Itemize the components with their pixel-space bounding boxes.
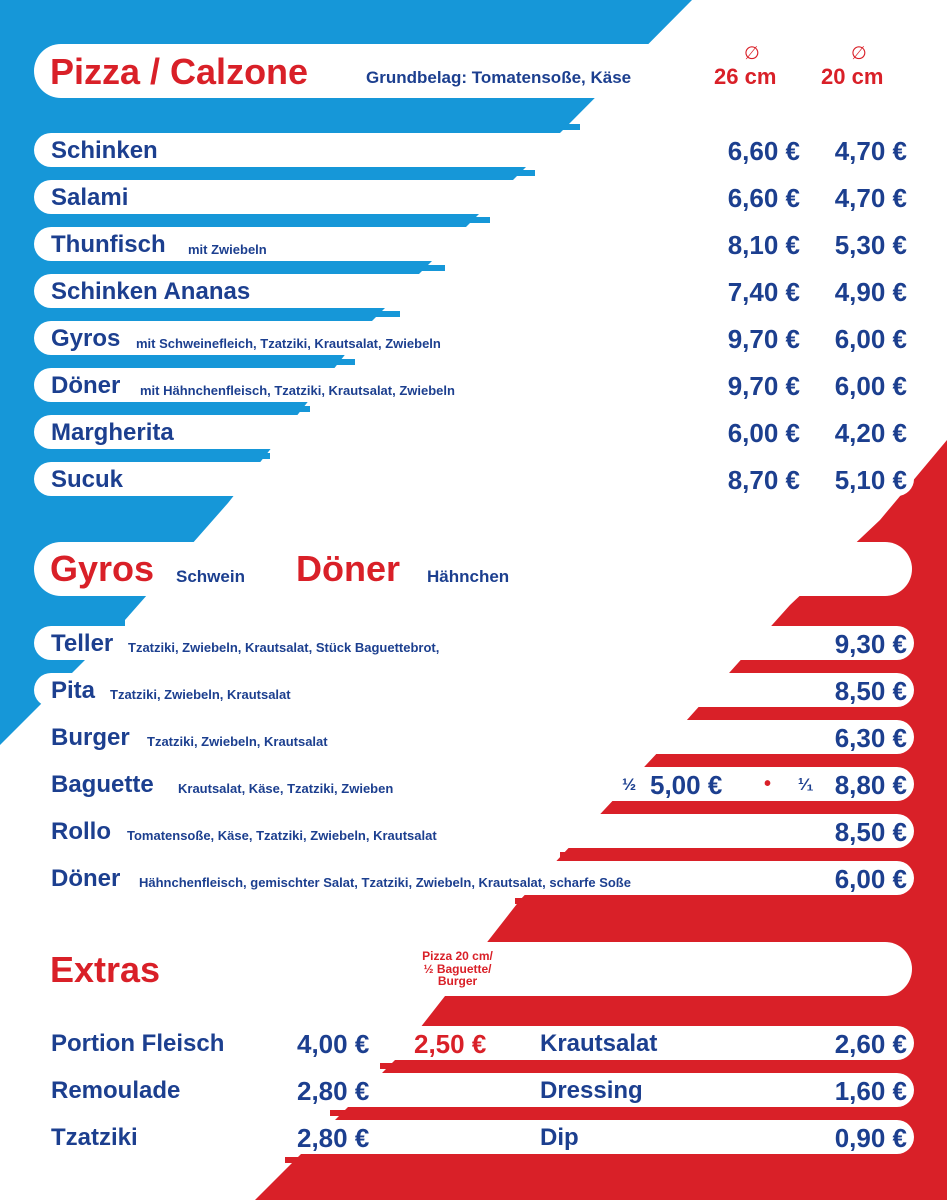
pizza-item-name: Döner (51, 372, 121, 399)
gyros-item-desc: Tzatziki, Zwiebeln, Krautsalat (147, 734, 328, 749)
gyros-section-subtitle: Schwein (176, 567, 245, 586)
pizza-price-26: 6,60 € (727, 183, 800, 213)
pizza-item-name: Margherita (51, 419, 174, 446)
full-mark: ¹⁄₁ (798, 775, 814, 794)
pizza-price-20: 5,10 € (834, 465, 907, 495)
extra-item-price: 2,60 € (834, 1029, 907, 1059)
pizza-price-20: 4,70 € (834, 136, 907, 166)
gyros-item-price: 8,50 € (834, 676, 907, 706)
extra-item-price: 0,90 € (834, 1123, 907, 1153)
extras-note-line: ½ Baguette/ (423, 961, 492, 976)
gyros-item-desc: Tzatziki, Zwiebeln, Krautsalat (110, 687, 291, 702)
pizza-header-pill (34, 44, 904, 98)
pizza-item-pills (34, 133, 914, 496)
gyros-item-desc: Tzatziki, Zwiebeln, Krautsalat, Stück Ba… (128, 640, 440, 655)
extras-section-title: Extras (50, 949, 161, 990)
doener-section-title: Döner (296, 548, 401, 589)
gyros-item-name: Döner (51, 865, 121, 892)
gyros-item-name: Teller (51, 630, 114, 657)
pizza-item-desc: mit Hähnchenfleisch, Tzatziki, Krautsala… (140, 383, 455, 398)
extra-item-price: 2,80 € (297, 1123, 370, 1153)
pizza-price-20: 4,20 € (834, 418, 907, 448)
pizza-item-desc: mit Zwiebeln (188, 242, 267, 257)
gyros-item-price: 8,80 € (834, 770, 907, 800)
gyros-item-name: Burger (51, 724, 130, 751)
extras-header-pill (34, 942, 912, 996)
pizza-size-small: 20 cm (821, 64, 884, 89)
gyros-item-name: Pita (51, 677, 96, 704)
baguette-half-price: 5,00 € (650, 770, 723, 800)
pizza-price-26: 7,40 € (727, 277, 800, 307)
pizza-price-26: 8,70 € (727, 465, 800, 495)
extra-item-price-small: 2,50 € (414, 1029, 487, 1059)
extras-note-line: Pizza 20 cm/ (422, 949, 493, 963)
gyros-item-name: Baguette (51, 771, 154, 798)
diameter-icon: ∅ (851, 43, 867, 63)
extras-note: Pizza 20 cm/ ½ Baguette/ Burger (400, 950, 515, 988)
pizza-price-20: 5,30 € (834, 230, 907, 260)
gyros-item-desc: Hähnchenfleisch, gemischter Salat, Tzatz… (139, 875, 631, 890)
bullet-separator: • (764, 773, 772, 795)
pizza-price-26: 6,00 € (727, 418, 800, 448)
pizza-price-20: 4,70 € (834, 183, 907, 213)
gyros-item-price: 6,30 € (834, 723, 907, 753)
extra-item-price: 2,80 € (297, 1076, 370, 1106)
pizza-item-name: Thunfisch (51, 231, 166, 258)
pizza-price-20: 6,00 € (834, 324, 907, 354)
pizza-item-name: Schinken (51, 137, 158, 164)
extras-item-pills (34, 1026, 914, 1154)
extra-item-price: 1,60 € (834, 1076, 907, 1106)
extra-item-price: 4,00 € (297, 1029, 370, 1059)
extras-note-line: Burger (437, 974, 478, 989)
extra-item-name: Dressing (540, 1077, 643, 1104)
extra-item-name: Portion Fleisch (51, 1030, 225, 1057)
doener-section-subtitle: Hähnchen (427, 567, 510, 586)
pizza-item-name: Gyros (51, 325, 121, 352)
gyros-item-pills (34, 626, 914, 895)
pizza-price-20: 4,90 € (834, 277, 907, 307)
pizza-size-large: 26 cm (714, 64, 777, 89)
extra-item-name: Remoulade (51, 1077, 181, 1104)
gyros-item-desc: Krautsalat, Käse, Tzatziki, Zwieben (178, 781, 394, 796)
gyros-header-pill (34, 542, 912, 596)
pizza-item-name: Schinken Ananas (51, 278, 251, 305)
pizza-section-subtitle: Grundbelag: Tomatensoße, Käse (366, 68, 632, 87)
diameter-icon: ∅ (744, 43, 760, 63)
pizza-price-20: 6,00 € (834, 371, 907, 401)
cyan-stripes (0, 124, 580, 626)
pizza-price-26: 6,60 € (727, 136, 800, 166)
pizza-section-title: Pizza / Calzone (50, 51, 309, 92)
gyros-item-price: 6,00 € (834, 864, 907, 894)
pizza-price-26: 9,70 € (727, 371, 800, 401)
extra-item-name: Krautsalat (540, 1030, 658, 1057)
half-mark: ½ (622, 775, 637, 794)
gyros-item-price: 8,50 € (834, 817, 907, 847)
gyros-item-desc: Tomatensoße, Käse, Tzatziki, Zwiebeln, K… (127, 828, 437, 843)
gyros-item-price: 9,30 € (834, 629, 907, 659)
pizza-item-name: Salami (51, 184, 129, 211)
pizza-price-26: 9,70 € (727, 324, 800, 354)
extra-item-name: Dip (540, 1124, 579, 1151)
pizza-price-26: 8,10 € (727, 230, 800, 260)
red-stripes (285, 663, 947, 1163)
extra-item-name: Tzatziki (51, 1124, 138, 1151)
gyros-section-title: Gyros (50, 548, 155, 589)
pizza-item-name: Sucuk (51, 466, 124, 493)
pizza-item-desc: mit Schweinefleich, Tzatziki, Krautsalat… (136, 336, 441, 351)
gyros-item-name: Rollo (51, 818, 111, 845)
